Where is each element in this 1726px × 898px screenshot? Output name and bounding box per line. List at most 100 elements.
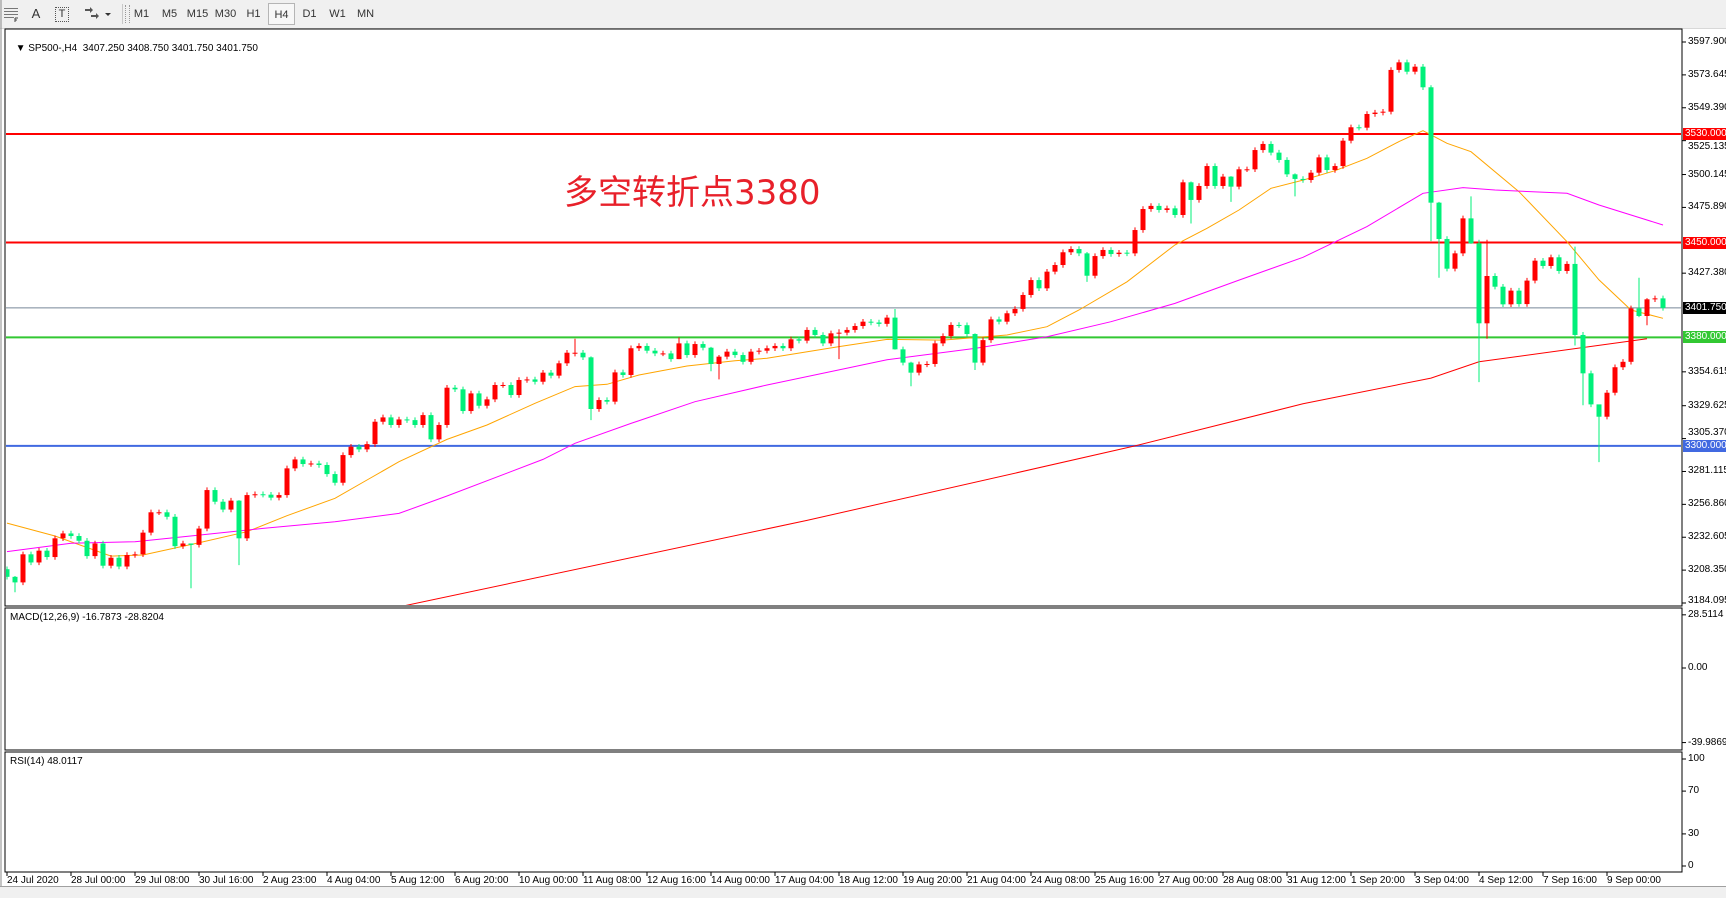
- candle-body: [1188, 182, 1194, 200]
- candle-body: [772, 345, 778, 349]
- rsi-tick-label: 70: [1688, 785, 1700, 797]
- time-axis-label: 24 Aug 08:00: [1031, 875, 1090, 886]
- candle-body: [620, 372, 626, 375]
- candle-body: [1260, 143, 1266, 151]
- candle-body: [780, 345, 786, 349]
- toolbar-grip[interactable]: [125, 5, 130, 23]
- price-tick-label: 3475.890: [1688, 201, 1726, 213]
- candle-body: [740, 355, 746, 362]
- text-icon[interactable]: A: [31, 6, 41, 21]
- candle: [1500, 283, 1506, 308]
- timeframe-m5[interactable]: M5: [161, 8, 178, 20]
- candle: [428, 412, 434, 443]
- timeframe-w1[interactable]: W1: [329, 8, 346, 20]
- timeframe-h1[interactable]: H1: [246, 8, 261, 20]
- candle-body: [1212, 166, 1218, 186]
- candle: [108, 555, 114, 569]
- candle: [1044, 268, 1050, 292]
- candle-body: [1220, 176, 1226, 186]
- candle-body: [836, 332, 842, 334]
- candle: [380, 414, 386, 425]
- timeframe-m15[interactable]: M15: [186, 8, 209, 20]
- timeframe-m1[interactable]: M1: [133, 8, 150, 20]
- candle: [1220, 173, 1226, 189]
- candle: [900, 346, 906, 366]
- time-axis-label: 4 Aug 04:00: [327, 875, 381, 886]
- candle-body: [324, 464, 330, 475]
- candle: [1140, 206, 1146, 233]
- price-tick-label: 3208.350: [1688, 564, 1726, 576]
- candle-body: [252, 494, 258, 496]
- candle: [620, 369, 626, 378]
- candle: [948, 322, 954, 339]
- candle-body: [908, 362, 914, 373]
- candle: [180, 540, 186, 549]
- candle-body: [164, 512, 170, 517]
- candle: [292, 456, 298, 472]
- candle: [516, 377, 522, 398]
- candle-body: [1332, 166, 1338, 170]
- timeframe-mn[interactable]: MN: [356, 8, 375, 20]
- candle: [1476, 239, 1482, 383]
- arrows-icon[interactable]: [80, 3, 116, 25]
- bottom-tabs-bar: [0, 886, 1726, 898]
- candle: [204, 487, 210, 532]
- candle-body: [1060, 252, 1066, 266]
- timeframe-d1[interactable]: D1: [302, 8, 317, 20]
- candle-body: [1308, 172, 1314, 181]
- candle: [404, 416, 410, 423]
- text-label-icon[interactable]: T: [52, 3, 72, 25]
- candle: [68, 530, 74, 539]
- candle-body: [404, 419, 410, 421]
- candle: [644, 343, 650, 354]
- timeframe-h4[interactable]: H4: [268, 3, 295, 25]
- candle-body: [1516, 290, 1522, 305]
- candle-body: [1468, 218, 1474, 244]
- candle: [1020, 292, 1026, 312]
- candle: [844, 327, 850, 336]
- collapse-triangle-icon[interactable]: ▼: [15, 43, 29, 54]
- candle: [964, 322, 970, 337]
- price-tick-label: 3597.900: [1688, 36, 1726, 47]
- timeframe-m30[interactable]: M30: [214, 8, 237, 20]
- candle-body: [1340, 140, 1346, 167]
- candle: [6, 566, 10, 580]
- candle-body: [204, 490, 210, 529]
- candle: [236, 500, 242, 566]
- candle: [812, 327, 818, 338]
- candle-body: [796, 339, 802, 341]
- candle: [988, 316, 994, 343]
- candle: [148, 509, 154, 536]
- candle: [788, 336, 794, 351]
- candle-body: [884, 317, 890, 324]
- time-axis-label: 1 Sep 20:00: [1351, 875, 1405, 886]
- candle: [196, 525, 202, 548]
- candle: [580, 350, 586, 361]
- candle: [1580, 331, 1586, 406]
- candle: [308, 460, 314, 467]
- candle: [28, 551, 34, 566]
- candle: [364, 441, 370, 453]
- time-axis-label: 27 Aug 00:00: [1159, 875, 1218, 886]
- candle-body: [1292, 174, 1298, 179]
- candle: [492, 382, 498, 403]
- candle: [1348, 124, 1354, 144]
- rsi-panel: [4, 751, 1683, 873]
- candle: [1572, 246, 1578, 346]
- candle: [1076, 246, 1082, 257]
- candle: [604, 397, 610, 405]
- main-plot: [6, 59, 1681, 605]
- candle: [284, 465, 290, 498]
- time-axis-label: 5 Aug 12:00: [391, 875, 445, 886]
- candle-body: [20, 554, 26, 583]
- candle-body: [1636, 308, 1642, 316]
- candle-body: [676, 343, 682, 360]
- candle: [468, 390, 474, 414]
- candle: [484, 396, 490, 409]
- grid-icon[interactable]: [2, 3, 22, 25]
- candle-body: [1228, 176, 1234, 187]
- candle-body: [196, 528, 202, 545]
- candle: [20, 551, 26, 586]
- candle-body: [556, 363, 562, 376]
